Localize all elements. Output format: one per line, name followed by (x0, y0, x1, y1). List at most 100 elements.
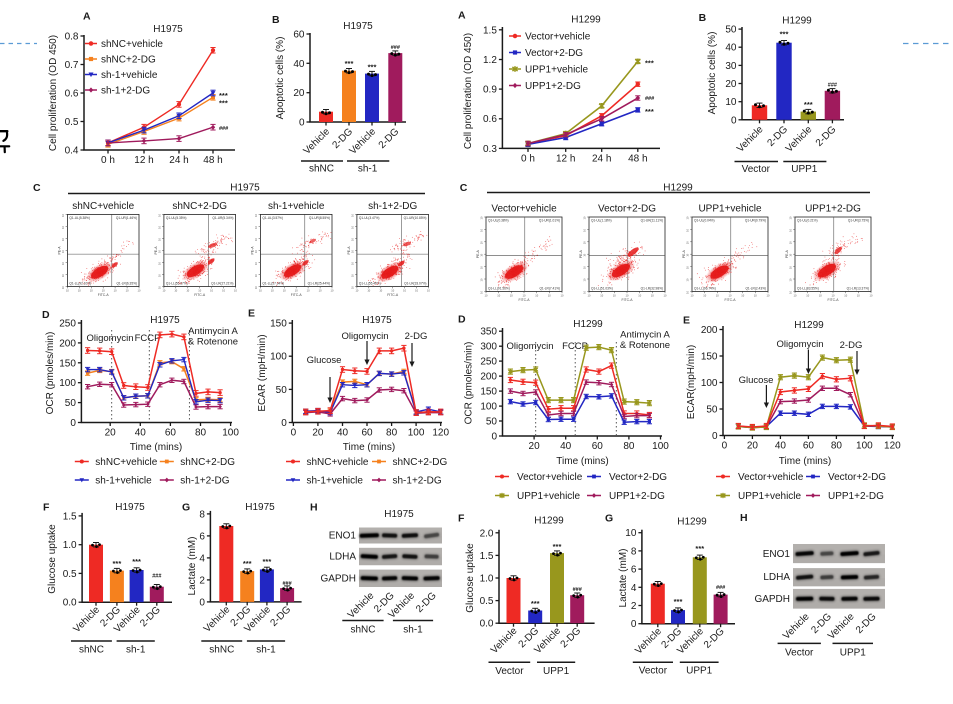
svg-text:50: 50 (725, 25, 737, 36)
svg-text:1.2: 1.2 (483, 55, 497, 66)
svg-text:0.4: 0.4 (65, 146, 79, 157)
svg-text:100: 100 (480, 402, 497, 413)
svg-text:H: H (310, 502, 318, 514)
svg-text:10: 10 (307, 289, 310, 293)
svg-text:Vector: Vector (785, 647, 814, 658)
svg-text:UPP1+2-DG: UPP1+2-DG (805, 203, 861, 214)
svg-text:10: 10 (754, 293, 757, 297)
svg-text:10: 10 (350, 213, 354, 216)
svg-text:20: 20 (725, 79, 737, 90)
svg-text:H: H (740, 512, 748, 524)
svg-text:10: 10 (61, 274, 65, 277)
svg-text:***: *** (695, 544, 704, 553)
svg-text:100: 100 (856, 441, 873, 452)
svg-text:Q1-UR(1.46%): Q1-UR(1.46%) (116, 216, 137, 220)
svg-text:10: 10 (254, 250, 258, 253)
svg-text:UPP1+vehicle: UPP1+vehicle (738, 491, 802, 502)
svg-text:FITC-A: FITC-A (519, 298, 531, 302)
svg-text:10: 10 (651, 293, 654, 297)
svg-text:OCR (pmoles/min): OCR (pmoles/min) (464, 342, 475, 425)
svg-text:2: 2 (631, 601, 637, 612)
svg-text:shNC: shNC (79, 645, 104, 656)
svg-text:12 h: 12 h (556, 153, 575, 164)
svg-text:0 h: 0 h (521, 153, 535, 164)
svg-text:0.3: 0.3 (483, 144, 497, 155)
svg-text:sh-1: sh-1 (126, 645, 146, 656)
svg-text:Vector+2-DG: Vector+2-DG (598, 203, 656, 214)
svg-text:H1299: H1299 (571, 15, 601, 26)
svg-text:###: ### (219, 126, 228, 132)
svg-text:Vector+2-DG: Vector+2-DG (828, 472, 886, 483)
svg-text:H1299: H1299 (782, 16, 812, 27)
svg-text:40: 40 (725, 43, 737, 54)
svg-text:0.7: 0.7 (65, 60, 79, 71)
svg-text:10: 10 (794, 293, 797, 297)
svg-text:Q1-UL(3.57%): Q1-UL(3.57%) (262, 216, 283, 220)
svg-text:Q1-UR(11.11%): Q1-UR(11.11%) (641, 219, 663, 223)
svg-text:10: 10 (157, 274, 161, 277)
svg-text:10: 10 (480, 278, 484, 281)
svg-text:G: G (605, 512, 613, 524)
svg-text:10: 10 (355, 289, 358, 293)
svg-text:10: 10 (638, 293, 641, 297)
svg-text:10: 10 (789, 266, 793, 269)
svg-text:sh-1+vehicle: sh-1+vehicle (268, 201, 325, 212)
svg-text:40: 40 (775, 441, 787, 452)
svg-text:Vector: Vector (639, 666, 668, 677)
svg-text:shNC+2-DG: shNC+2-DG (172, 201, 227, 212)
svg-text:FITC-A: FITC-A (291, 293, 303, 297)
svg-text:sh-1: sh-1 (358, 164, 378, 175)
svg-text:10: 10 (600, 293, 603, 297)
svg-text:1.5: 1.5 (63, 511, 77, 522)
svg-text:10: 10 (78, 289, 81, 293)
svg-text:PE-A: PE-A (57, 246, 61, 255)
svg-text:sh-1: sh-1 (403, 625, 423, 636)
svg-text:100: 100 (652, 441, 669, 452)
svg-text:1.5: 1.5 (480, 551, 494, 562)
svg-text:Oligomycin: Oligomycin (777, 339, 824, 350)
svg-text:Q1-UL(5.38%): Q1-UL(5.38%) (69, 216, 90, 220)
svg-text:***: *** (804, 100, 813, 109)
svg-text:sh-1+2-DG: sh-1+2-DG (393, 476, 442, 487)
svg-text:200: 200 (701, 325, 718, 336)
svg-text:FITC-A: FITC-A (725, 298, 737, 302)
svg-text:###: ### (716, 585, 725, 591)
svg-text:10: 10 (259, 289, 262, 293)
svg-text:***: *** (263, 557, 272, 566)
svg-text:150: 150 (59, 358, 76, 369)
svg-text:12 h: 12 h (134, 155, 153, 166)
svg-text:10: 10 (126, 289, 129, 293)
svg-text:10: 10 (350, 274, 354, 277)
svg-text:10: 10 (686, 241, 690, 244)
svg-text:sh-1+2-DG: sh-1+2-DG (368, 201, 417, 212)
svg-text:10: 10 (157, 250, 161, 253)
svg-text:UPP1+vehicle: UPP1+vehicle (698, 203, 762, 214)
svg-text:10: 10 (331, 289, 334, 293)
svg-text:UPP1+vehicle: UPP1+vehicle (517, 491, 581, 502)
svg-text:8: 8 (631, 546, 637, 557)
svg-text:Q1-UR(5.34%): Q1-UR(5.34%) (212, 216, 233, 220)
svg-text:10: 10 (367, 289, 370, 293)
svg-text:1.0: 1.0 (480, 574, 494, 585)
svg-text:Lactate (mM): Lactate (mM) (618, 549, 629, 608)
svg-text:Oligomycin: Oligomycin (507, 341, 554, 352)
svg-text:PE-A: PE-A (250, 246, 254, 255)
svg-text:250: 250 (480, 357, 497, 368)
svg-text:Cell proliferation (OD 450): Cell proliferation (OD 450) (48, 35, 59, 151)
svg-text:***: *** (368, 63, 377, 72)
svg-text:Vector+2-DG: Vector+2-DG (525, 48, 583, 59)
svg-text:sh-1+vehicle: sh-1+vehicle (101, 70, 158, 81)
svg-text:Q1-LL(91.56%): Q1-LL(91.56%) (488, 286, 510, 290)
svg-text:20: 20 (105, 428, 117, 439)
svg-text:10: 10 (857, 293, 860, 297)
svg-text:H1299: H1299 (794, 320, 824, 331)
svg-text:PE-A: PE-A (347, 246, 351, 255)
svg-text:10: 10 (561, 293, 564, 297)
svg-text:Q1-UR(3.75%): Q1-UR(3.75%) (848, 219, 869, 223)
svg-text:Vector+vehicle: Vector+vehicle (738, 472, 804, 483)
svg-text:Vector+vehicle: Vector+vehicle (517, 472, 583, 483)
svg-text:150: 150 (701, 352, 718, 363)
svg-text:10: 10 (583, 253, 587, 256)
svg-text:10: 10 (319, 289, 322, 293)
svg-text:Q1-UR(0.79%): Q1-UR(0.79%) (745, 219, 766, 223)
